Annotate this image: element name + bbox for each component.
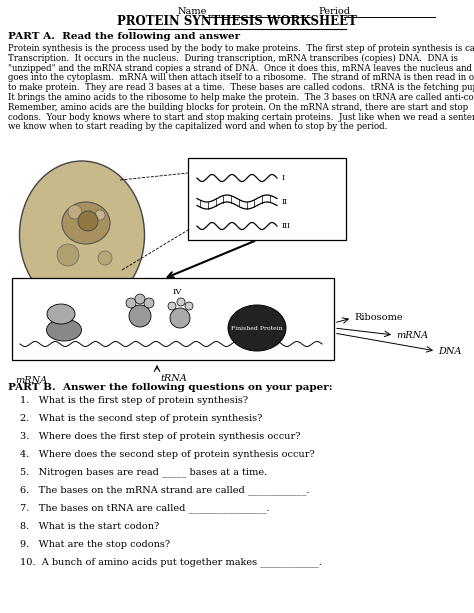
- Circle shape: [170, 308, 190, 328]
- Text: to make protein.  They are read 3 bases at a time.  These bases are called codon: to make protein. They are read 3 bases a…: [8, 83, 474, 92]
- Text: Ribosome: Ribosome: [354, 313, 402, 322]
- Text: Protein synthesis is the process used by the body to make proteins.  The first s: Protein synthesis is the process used by…: [8, 44, 474, 53]
- Text: PROTEIN SYNTHESIS WORKSHEET: PROTEIN SYNTHESIS WORKSHEET: [117, 15, 357, 28]
- Text: Remember, amino acids are the building blocks for protein. On the mRNA strand, t: Remember, amino acids are the building b…: [8, 103, 468, 112]
- Text: PART A.  Read the following and answer: PART A. Read the following and answer: [8, 32, 240, 41]
- Ellipse shape: [46, 319, 82, 341]
- Text: 6.   The bases on the mRNA strand are called ____________.: 6. The bases on the mRNA strand are call…: [20, 485, 310, 495]
- Circle shape: [144, 298, 154, 308]
- Circle shape: [68, 205, 82, 219]
- Text: 9.   What are the stop codons?: 9. What are the stop codons?: [20, 540, 170, 549]
- Bar: [12, 278, 334, 360]
- Text: we know when to start reading by the capitalized word and when to stop by the pe: we know when to start reading by the cap…: [8, 123, 387, 131]
- Text: 3.   Where does the first step of protein synthesis occur?: 3. Where does the first step of protein …: [20, 432, 301, 441]
- Text: Finished Protein: Finished Protein: [231, 326, 283, 330]
- Circle shape: [135, 294, 145, 304]
- Circle shape: [168, 302, 176, 310]
- Circle shape: [126, 298, 136, 308]
- Ellipse shape: [19, 161, 145, 309]
- Text: 7.   The bases on tRNA are called ________________.: 7. The bases on tRNA are called ________…: [20, 503, 270, 513]
- Text: tRNA: tRNA: [160, 374, 187, 383]
- Circle shape: [177, 298, 185, 306]
- Circle shape: [78, 211, 98, 231]
- Text: goes into the cytoplasm.  mRNA will then attach itself to a ribosome.  The stran: goes into the cytoplasm. mRNA will then …: [8, 74, 474, 82]
- Bar: [188, 158, 346, 240]
- Text: mRNA: mRNA: [15, 376, 47, 385]
- Text: I: I: [282, 174, 285, 182]
- Text: DNA: DNA: [438, 346, 461, 356]
- Text: 1.   What is the first step of protein synthesis?: 1. What is the first step of protein syn…: [20, 396, 248, 405]
- Text: 10.  A bunch of amino acids put together makes ____________.: 10. A bunch of amino acids put together …: [20, 557, 322, 567]
- Text: 5.   Nitrogen bases are read _____ bases at a time.: 5. Nitrogen bases are read _____ bases a…: [20, 467, 267, 477]
- Text: Name: Name: [178, 7, 207, 16]
- Text: mRNA: mRNA: [396, 330, 428, 340]
- Text: III: III: [282, 222, 291, 230]
- Text: Period: Period: [318, 7, 350, 16]
- Text: codons.  Your body knows where to start and stop making certain proteins.  Just : codons. Your body knows where to start a…: [8, 113, 474, 121]
- Text: It brings the amino acids to the ribosome to help make the protein.  The 3 bases: It brings the amino acids to the ribosom…: [8, 93, 474, 102]
- Text: Transcription.  It occurs in the nucleus.  During transcription, mRNA transcribe: Transcription. It occurs in the nucleus.…: [8, 54, 458, 63]
- Ellipse shape: [47, 304, 75, 324]
- Circle shape: [57, 244, 79, 266]
- Text: "unzipped" and the mRNA strand copies a strand of DNA.  Once it does this, mRNA : "unzipped" and the mRNA strand copies a …: [8, 64, 472, 72]
- Ellipse shape: [228, 305, 286, 351]
- Text: PART B.  Answer the following questions on your paper:: PART B. Answer the following questions o…: [8, 383, 333, 392]
- Circle shape: [129, 305, 151, 327]
- Text: 4.   Where does the second step of protein synthesis occur?: 4. Where does the second step of protein…: [20, 450, 315, 459]
- Circle shape: [98, 251, 112, 265]
- Text: 8.   What is the start codon?: 8. What is the start codon?: [20, 522, 159, 531]
- Circle shape: [95, 210, 105, 220]
- Ellipse shape: [62, 202, 110, 244]
- Circle shape: [185, 302, 193, 310]
- Text: IV: IV: [173, 288, 182, 296]
- Text: II: II: [282, 198, 288, 206]
- Text: 2.   What is the second step of protein synthesis?: 2. What is the second step of protein sy…: [20, 414, 263, 423]
